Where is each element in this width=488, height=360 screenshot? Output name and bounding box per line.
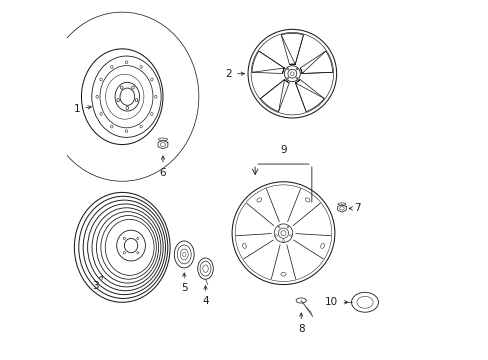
Text: 1: 1 xyxy=(74,104,91,114)
Text: 2: 2 xyxy=(225,69,244,79)
Text: 3: 3 xyxy=(92,276,102,291)
Text: 9: 9 xyxy=(280,145,286,155)
Text: 4: 4 xyxy=(202,286,208,306)
Text: 10: 10 xyxy=(325,297,347,307)
Text: 5: 5 xyxy=(181,273,187,293)
Text: 7: 7 xyxy=(354,203,360,213)
Text: 6: 6 xyxy=(160,156,166,177)
Text: 8: 8 xyxy=(297,313,304,334)
